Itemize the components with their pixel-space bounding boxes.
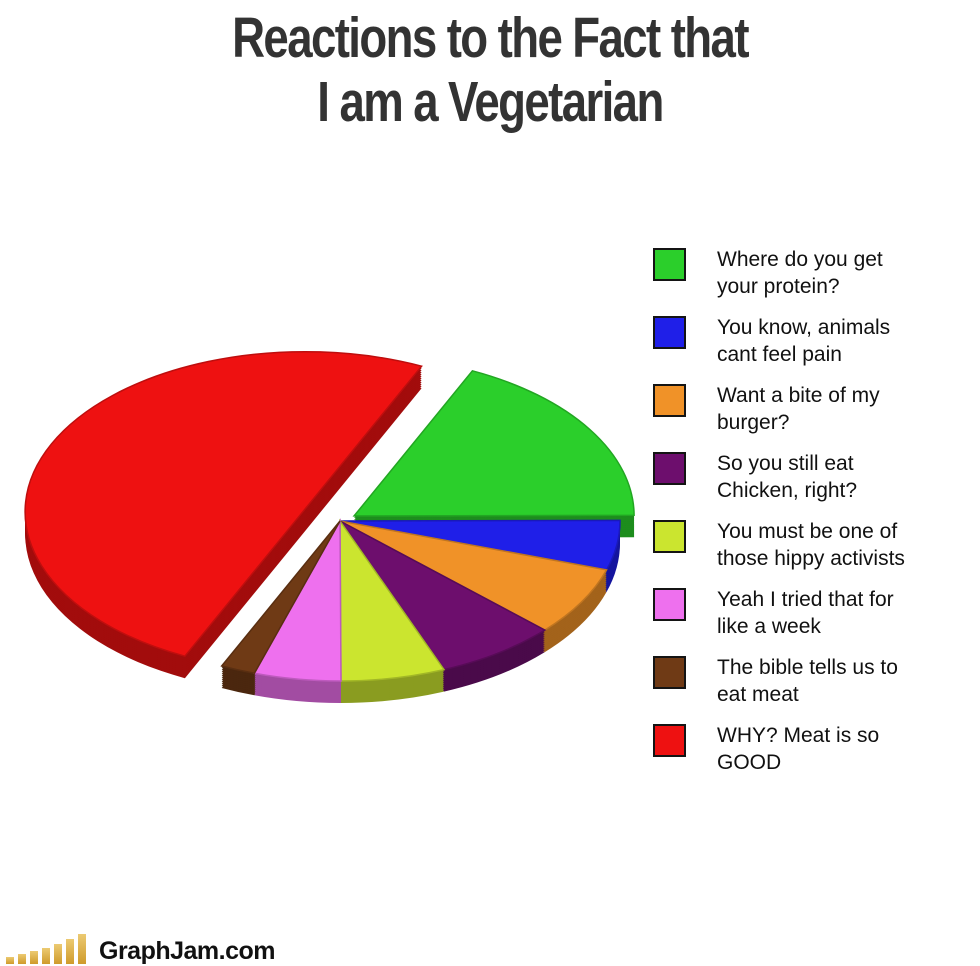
legend-label: You know, animals cant feel pain (717, 316, 891, 366)
pie-slice (339, 520, 608, 631)
legend-item: Want a bite of my burger? (653, 382, 905, 450)
logo-bar (42, 948, 50, 964)
pie-slice (352, 369, 635, 517)
legend-item: You know, animals cant feel pain (653, 314, 905, 382)
legend: Where do you get your protein? You know, … (653, 246, 905, 790)
legend-label: Where do you get your protein? (717, 248, 883, 298)
legend-item: WHY? Meat is so GOOD (653, 722, 905, 790)
graphjam-watermark: GraphJam.com (6, 928, 276, 966)
legend-label: The bible tells us to eat meat (717, 656, 898, 706)
legend-label: Want a bite of my burger? (717, 384, 880, 434)
logo-bar (78, 934, 86, 964)
legend-item: You must be one of those hippy activists (653, 518, 905, 586)
legend-color-swatch (653, 724, 686, 757)
chart-title-line1: Reactions to the Fact that (232, 6, 749, 70)
pie-slice (339, 520, 547, 671)
graphjam-site-label: GraphJam.com (99, 937, 276, 966)
legend-color-swatch (653, 384, 686, 417)
logo-bar (54, 944, 62, 964)
legend-label: So you still eat Chicken, right? (717, 452, 858, 502)
chart-title: Reactions to the Fact that I am a Vegeta… (98, 6, 882, 134)
chart-title-line2: I am a Vegetarian (317, 70, 664, 134)
legend-item: So you still eat Chicken, right? (653, 450, 905, 518)
legend-color-swatch (653, 588, 686, 621)
legend-item: The bible tells us to eat meat (653, 654, 905, 722)
legend-label: WHY? Meat is so GOOD (717, 724, 880, 774)
legend-color-swatch (653, 656, 686, 689)
logo-bar (18, 954, 26, 964)
legend-item: Where do you get your protein? (653, 246, 905, 314)
legend-label: You must be one of those hippy activists (717, 520, 905, 570)
legend-label: Yeah I tried that for like a week (717, 588, 894, 638)
legend-color-swatch (653, 520, 686, 553)
legend-color-swatch (653, 452, 686, 485)
bar-chart-logo-icon (6, 934, 90, 964)
logo-bar (66, 939, 74, 964)
pie-slice (24, 350, 423, 658)
legend-color-swatch (653, 316, 686, 349)
logo-bar (6, 957, 14, 964)
legend-item: Yeah I tried that for like a week (653, 586, 905, 654)
legend-color-swatch (653, 248, 686, 281)
logo-bar (30, 951, 38, 964)
pie-slice (220, 520, 341, 675)
